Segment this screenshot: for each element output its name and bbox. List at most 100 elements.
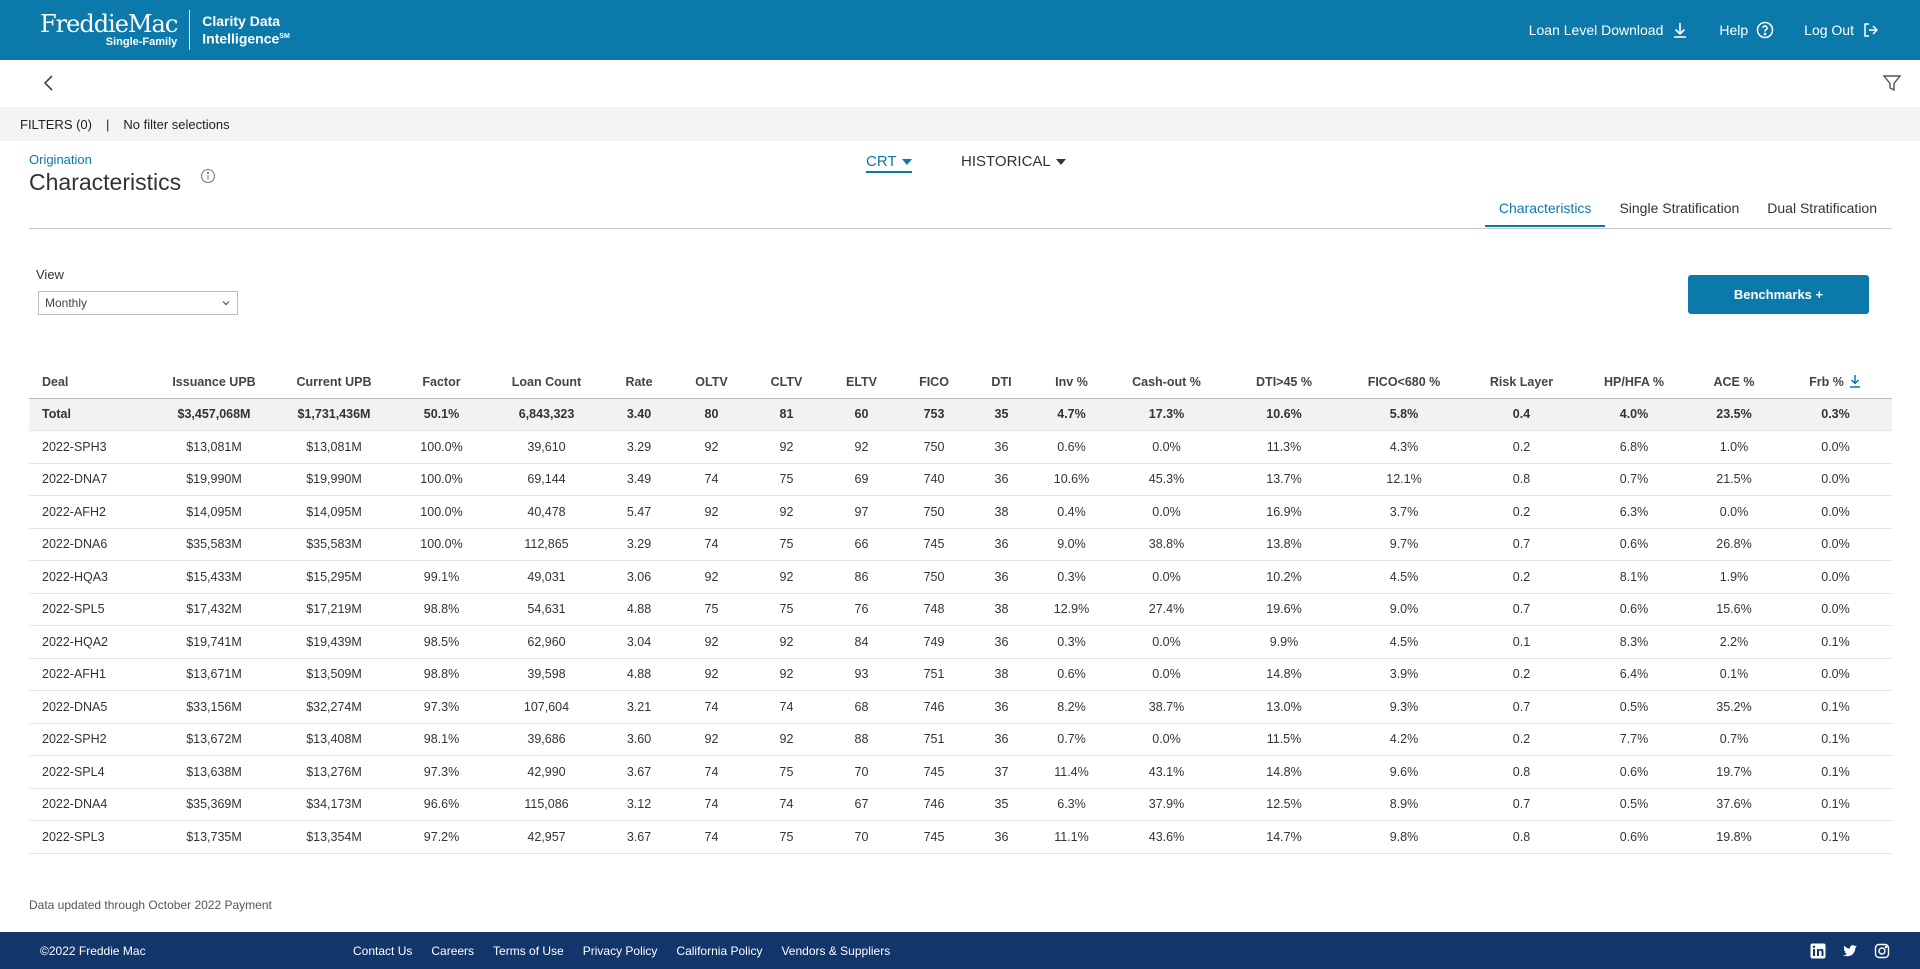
column-header[interactable]: HP/HFA % xyxy=(1579,366,1689,399)
log-out-link[interactable]: Log Out xyxy=(1804,21,1880,39)
column-header[interactable]: FICO xyxy=(899,366,969,399)
footer-link-vendors-suppliers[interactable]: Vendors & Suppliers xyxy=(781,943,891,958)
table-cell: 751 xyxy=(899,658,969,691)
table-cell: 0.7% xyxy=(1034,723,1109,756)
table-cell: 16.9% xyxy=(1224,495,1344,529)
column-header[interactable]: Cash-out % xyxy=(1109,366,1224,399)
table-cell: 2022-AFH2 xyxy=(29,495,154,529)
table-row[interactable]: 2022-DNA7 $19,990M $19,990M 100.0% 69,144 3.4… xyxy=(29,463,1892,496)
column-header[interactable]: Deal xyxy=(29,366,154,399)
table-cell: 92 xyxy=(749,658,824,691)
chevron-left-icon[interactable] xyxy=(38,72,60,94)
table-cell: 92 xyxy=(674,625,749,659)
help-link[interactable]: Help xyxy=(1719,21,1774,39)
download-icon[interactable] xyxy=(1848,374,1862,388)
table-row[interactable]: 2022-HQA2 $19,741M $19,439M 98.5% 62,960 3.04… xyxy=(29,625,1892,659)
table-cell: 75 xyxy=(749,820,824,854)
column-header[interactable]: Issuance UPB xyxy=(154,366,274,399)
table-cell: 92 xyxy=(749,625,824,659)
table-cell: 751 xyxy=(899,723,969,756)
column-header[interactable]: Current UPB xyxy=(274,366,394,399)
table-cell: 92 xyxy=(824,430,899,464)
table-cell: 4.88 xyxy=(604,593,674,626)
table-row[interactable]: 2022-SPL4 $13,638M $13,276M 97.3% 42,990 3.67… xyxy=(29,755,1892,789)
table-cell: 107,604 xyxy=(489,690,604,724)
table-row[interactable]: 2022-SPH3 $13,081M $13,081M 100.0% 39,610 3.2… xyxy=(29,430,1892,464)
table-row[interactable]: 2022-AFH2 $14,095M $14,095M 100.0% 40,478 5.4… xyxy=(29,495,1892,529)
table-cell: 2022-DNA5 xyxy=(29,690,154,724)
social-links xyxy=(1810,943,1890,959)
table-cell: 69,144 xyxy=(489,463,604,496)
table-cell: 13.8% xyxy=(1224,528,1344,561)
twitter-icon[interactable] xyxy=(1842,943,1858,959)
table-cell: 100.0% xyxy=(394,463,489,496)
table-cell: 75 xyxy=(674,593,749,626)
table-row[interactable]: 2022-SPL5 $17,432M $17,219M 98.8% 54,631 4.88… xyxy=(29,593,1892,626)
product-name: Clarity Data IntelligenceSM xyxy=(190,13,290,47)
column-header[interactable]: Frb % xyxy=(1779,366,1892,399)
table-cell: 2022-SPL3 xyxy=(29,820,154,854)
table-row[interactable]: 2022-AFH1 $13,671M $13,509M 98.8% 39,598 4.88… xyxy=(29,658,1892,691)
table-row[interactable]: 2022-DNA5 $33,156M $32,274M 97.3% 107,604 3.2… xyxy=(29,690,1892,724)
table-row[interactable]: 2022-SPH2 $13,672M $13,408M 98.1% 39,686 3.60… xyxy=(29,723,1892,756)
table-cell: 75 xyxy=(749,593,824,626)
table-cell: 70 xyxy=(824,820,899,854)
tab-dual-stratification[interactable]: Dual Stratification xyxy=(1767,200,1877,216)
column-header[interactable]: Rate xyxy=(604,366,674,399)
column-header[interactable]: Inv % xyxy=(1034,366,1109,399)
table-cell: 75 xyxy=(749,528,824,561)
table-cell: 115,086 xyxy=(489,788,604,821)
linkedin-icon[interactable] xyxy=(1810,943,1826,959)
top-nav: Loan Level Download Help Log Out xyxy=(1529,0,1880,60)
table-cell: 88 xyxy=(824,723,899,756)
info-icon[interactable] xyxy=(200,168,216,184)
period-dropdown[interactable]: HISTORICAL xyxy=(961,153,1066,170)
table-row[interactable]: 2022-HQA3 $15,433M $15,295M 99.1% 49,031 3.06… xyxy=(29,560,1892,594)
table-total-row[interactable]: Total $3,457,068M $1,731,436M 50.1% 6,843,32… xyxy=(29,398,1892,431)
table-cell: 92 xyxy=(674,495,749,529)
filter-icon[interactable] xyxy=(1882,73,1902,93)
table-row[interactable]: 2022-DNA6 $35,583M $35,583M 100.0% 112,865 3.… xyxy=(29,528,1892,561)
column-header[interactable]: Risk Layer xyxy=(1464,366,1579,399)
benchmarks-button[interactable]: Benchmarks + xyxy=(1688,275,1869,314)
tab-single-stratification[interactable]: Single Stratification xyxy=(1619,200,1740,216)
column-header[interactable]: FICO<680 % xyxy=(1344,366,1464,399)
table-cell: 9.6% xyxy=(1344,755,1464,789)
table-row[interactable]: 2022-DNA4 $35,369M $34,173M 96.6% 115,086 3.1… xyxy=(29,788,1892,821)
column-header[interactable]: ELTV xyxy=(824,366,899,399)
table-cell: 0.6% xyxy=(1579,593,1689,626)
table-cell: 0.4 xyxy=(1464,398,1579,431)
table-cell: 112,865 xyxy=(489,528,604,561)
table-row[interactable]: 2022-SPL3 $13,735M $13,354M 97.2% 42,957 3.67… xyxy=(29,820,1892,854)
column-header[interactable]: Loan Count xyxy=(489,366,604,399)
breadcrumb[interactable]: Origination xyxy=(29,152,92,167)
program-dropdown[interactable]: CRT xyxy=(866,153,912,173)
column-header-label: FICO xyxy=(919,374,949,389)
filters-count[interactable]: FILTERS (0) xyxy=(20,116,92,132)
table-cell: 745 xyxy=(899,820,969,854)
column-header[interactable]: CLTV xyxy=(749,366,824,399)
column-header[interactable]: ACE % xyxy=(1689,366,1779,399)
footer-link-privacy-policy[interactable]: Privacy Policy xyxy=(582,943,658,958)
column-header[interactable]: OLTV xyxy=(674,366,749,399)
footer-link-careers[interactable]: Careers xyxy=(431,943,475,958)
freddie-mac-logo[interactable]: FreddieMac Single-Family Clarity Data In… xyxy=(40,8,290,52)
footer-link-california-policy[interactable]: California Policy xyxy=(676,943,763,958)
tab-characteristics[interactable]: Characteristics xyxy=(1484,190,1606,227)
footer-link-contact-us[interactable]: Contact Us xyxy=(353,943,413,958)
instagram-icon[interactable] xyxy=(1874,943,1890,959)
footer-link-terms-of-use[interactable]: Terms of Use xyxy=(493,943,564,958)
column-header[interactable]: DTI xyxy=(969,366,1034,399)
table-cell: 0.0% xyxy=(1109,723,1224,756)
view-select[interactable]: Monthly xyxy=(38,291,238,315)
table-cell: 2.2% xyxy=(1689,625,1779,659)
characteristics-table-container[interactable]: Deal Issuance UPB Current UPB Factor Loan Co… xyxy=(29,366,1892,867)
table-cell: 36 xyxy=(969,820,1034,854)
table-cell: 8.2% xyxy=(1034,690,1109,724)
column-header[interactable]: Factor xyxy=(394,366,489,399)
loan-level-download-link[interactable]: Loan Level Download xyxy=(1529,21,1690,39)
column-header[interactable]: DTI>45 % xyxy=(1224,366,1344,399)
table-cell: 1.0% xyxy=(1689,430,1779,464)
table-cell: 7.7% xyxy=(1579,723,1689,756)
table-cell: 38 xyxy=(969,658,1034,691)
